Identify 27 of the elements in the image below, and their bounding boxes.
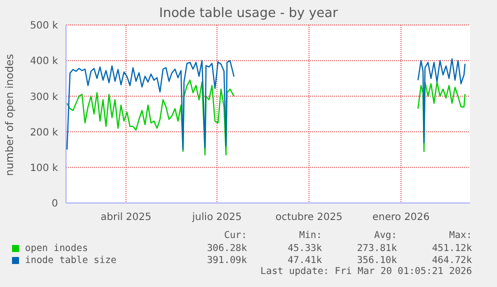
x-tick-label: abril 2025: [100, 212, 152, 224]
text: Avg:: [373, 230, 397, 242]
text: Cur:: [223, 230, 247, 242]
y-tick-label: 200 k: [30, 127, 58, 138]
legend-label: open inodes: [24, 242, 89, 254]
y-axis-title: number of open inodes: [4, 54, 16, 176]
y-tick-label: 300 k: [30, 92, 58, 103]
text: 451.12k: [430, 242, 472, 254]
text: 306.28k: [206, 242, 247, 254]
x-tick-label: octubre 2025: [276, 212, 342, 224]
y-tick-label: 400 k: [30, 56, 58, 68]
text: 45.33k: [286, 242, 322, 254]
legend-label: inode table size: [24, 254, 118, 266]
text: Min:: [298, 230, 322, 242]
y-tick-label: 100 k: [30, 162, 58, 174]
text: 391.09k: [206, 254, 247, 266]
x-tick-label: enero 2026: [372, 212, 430, 224]
y-tick-label: 500 k: [30, 20, 58, 32]
text: 47.41k: [286, 254, 322, 266]
text: 356.10k: [356, 254, 397, 266]
x-tick-label: julio 2025: [191, 212, 242, 224]
text: 464.72k: [430, 254, 472, 266]
chart-title: Inode table usage - by year: [158, 6, 339, 21]
text: 273.81k: [356, 242, 397, 254]
y-tick-label: 0: [52, 198, 58, 210]
text: Last update: Fri Mar 20 01:05:21 2026: [259, 266, 472, 278]
text: Max:: [448, 230, 472, 242]
